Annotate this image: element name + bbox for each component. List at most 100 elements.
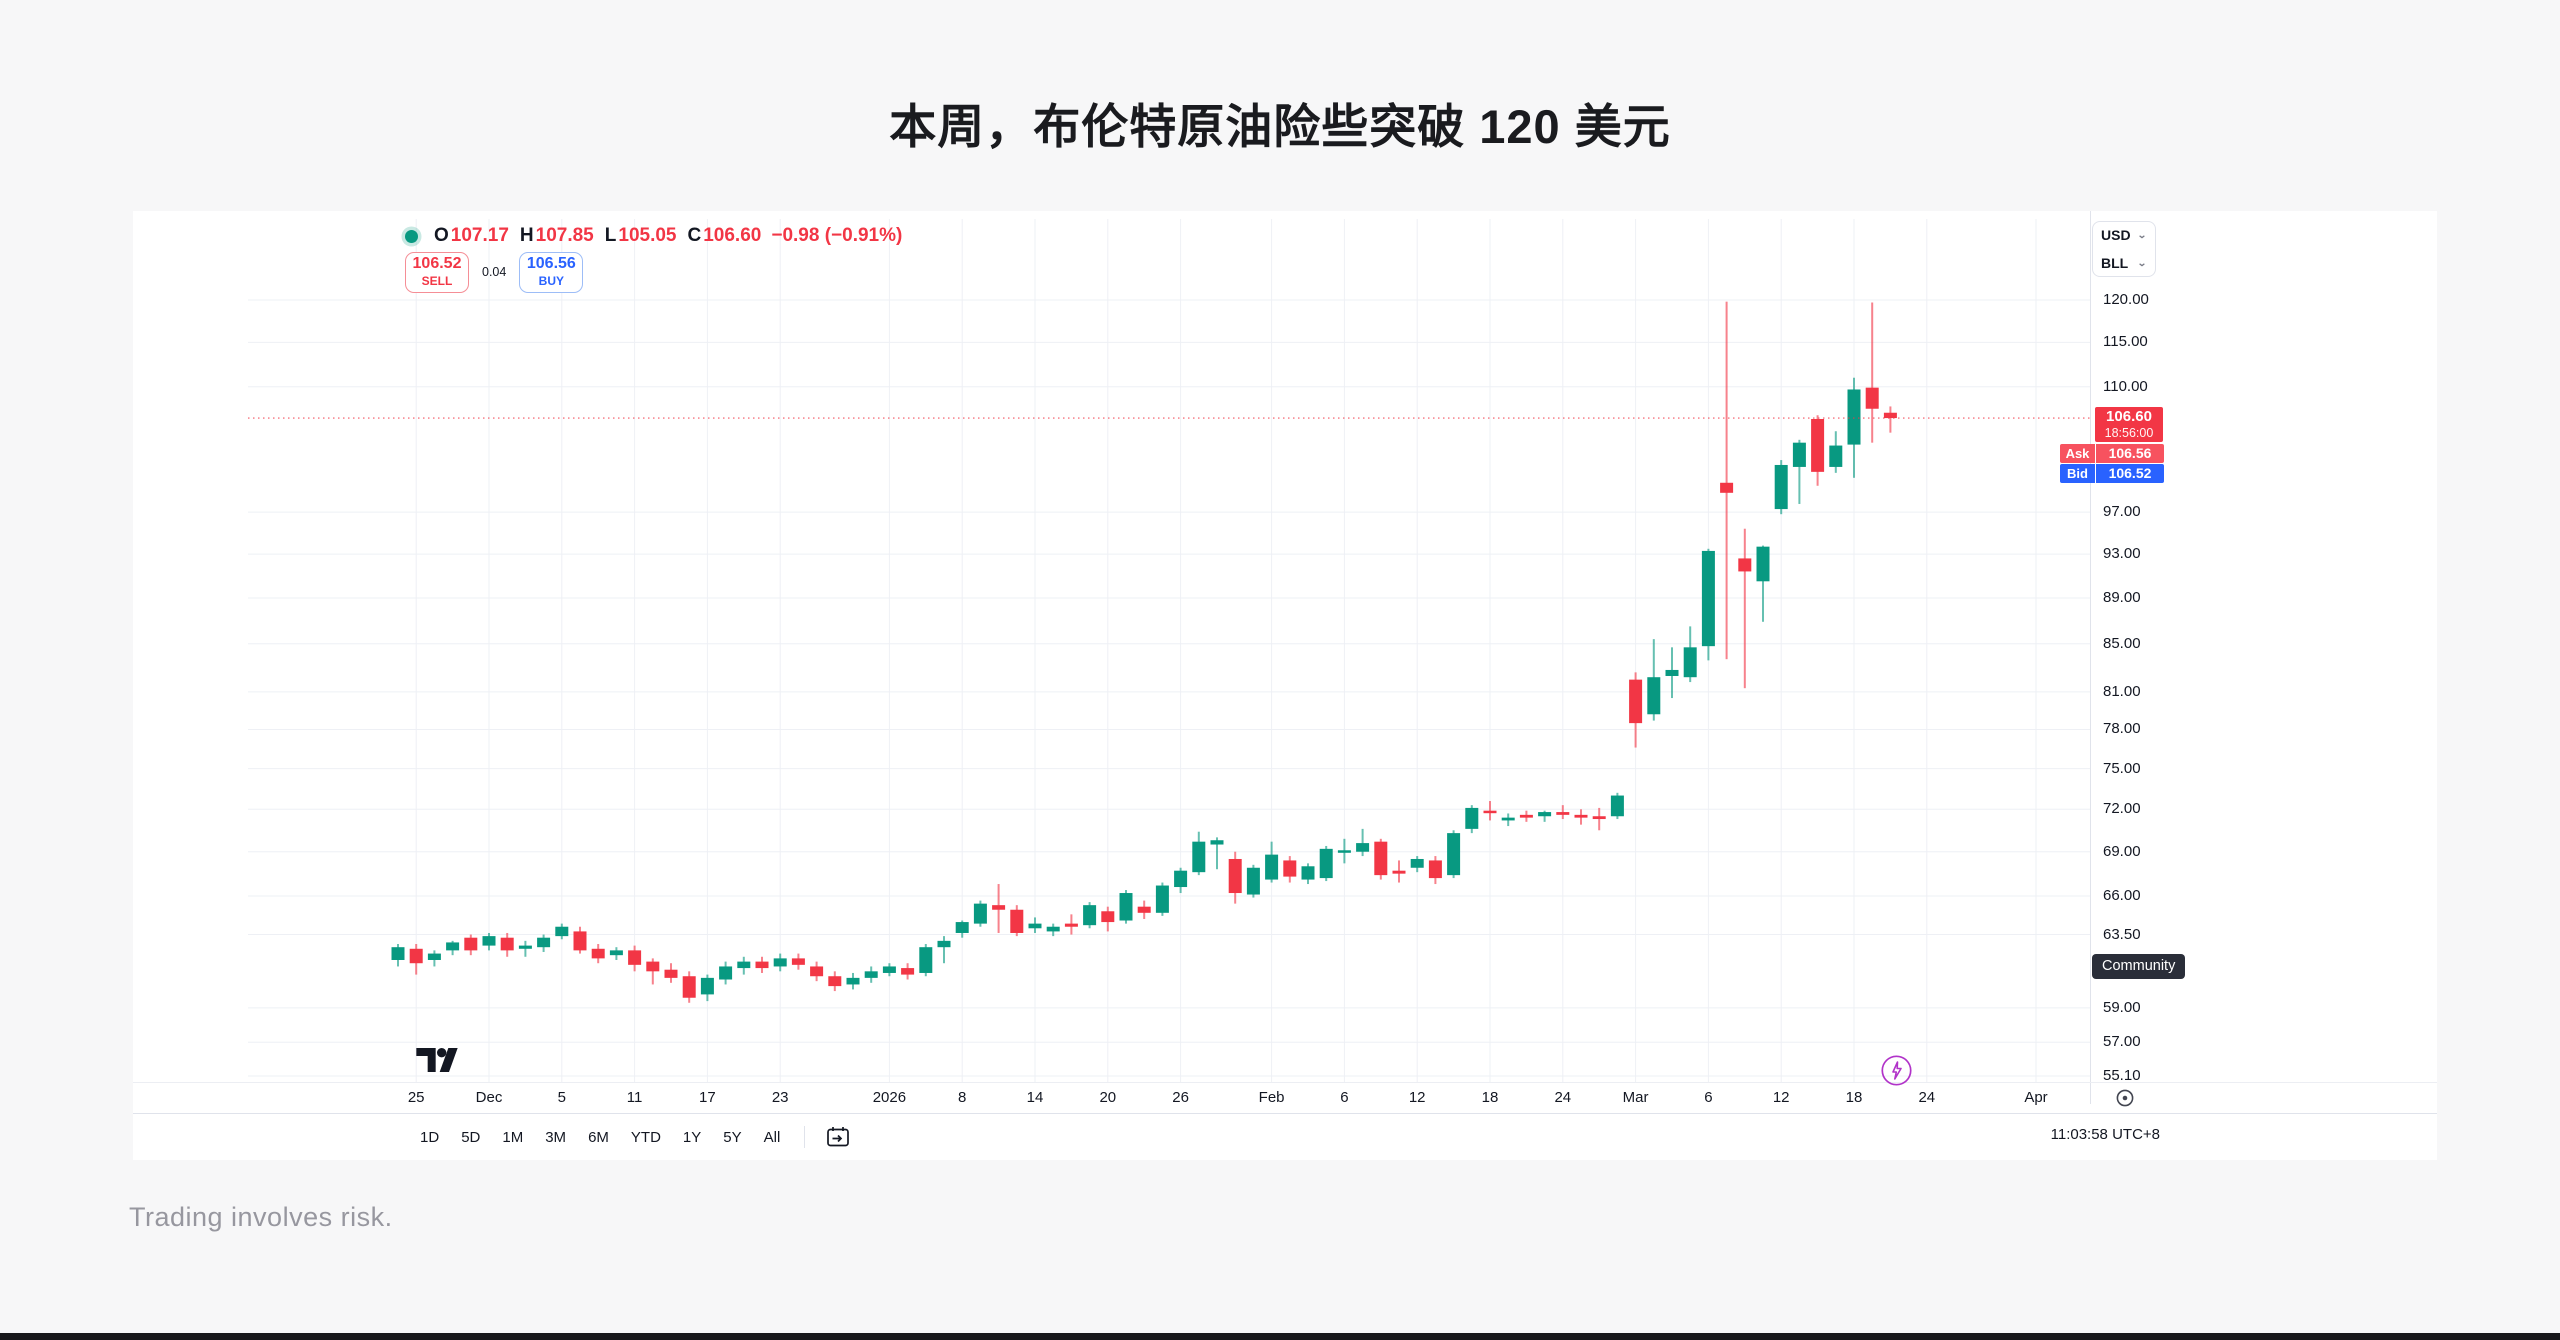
time-axis-label: 18 [1481,1089,1499,1106]
candle-body [810,966,824,977]
range-button-6M[interactable]: 6M [588,1128,609,1146]
candle-body [1811,418,1825,472]
time-axis-label: 24 [1918,1089,1936,1106]
time-axis-label: 26 [1172,1089,1189,1106]
price-tick-label: 66.00 [2103,887,2141,905]
range-button-5D[interactable]: 5D [461,1128,481,1146]
price-axis-border [2090,211,2091,1104]
candle-body [1610,795,1624,817]
sell-label: SELL [421,274,453,289]
candle-body [1465,807,1479,829]
ask-value: 106.56 [2096,444,2164,463]
lightning-icon[interactable] [1880,1054,1913,1087]
range-button-YTD[interactable]: YTD [630,1128,661,1146]
candle-body [1410,858,1424,868]
time-axis-label: 6 [1340,1089,1349,1106]
candlestick-chart-canvas[interactable] [133,211,2090,1082]
candle-body [1665,669,1679,676]
candle-body [1010,909,1024,933]
candle-wick [1762,545,1764,622]
chart-card: O 107.17 H 107.85 L 105.05 C 106.60 −0.9… [133,211,2437,1160]
time-axis-label: Feb [1258,1089,1285,1106]
candle-body [1501,817,1515,821]
time-axis-label: 23 [771,1089,789,1106]
range-button-1M[interactable]: 1M [502,1128,524,1146]
candle-body [700,977,714,995]
symbol-selector: USD ⌄ BLL ⌄ [2092,221,2156,277]
time-axis[interactable]: 25 Dec 5 11 17 23 2026 8 14 20 26 Feb 6 12 18 24 Mar 6 12 1… [133,1083,2090,1113]
candle-body [1301,866,1315,880]
candle-wick [1216,837,1218,870]
candle-body [1647,677,1661,715]
candle-body [1356,843,1370,852]
candle-wick [1361,828,1364,857]
candle-body [1829,445,1843,467]
buy-price: 106.56 [526,255,576,273]
candle-body [628,950,642,965]
unit-dropdown[interactable]: BLL ⌄ [2101,255,2147,271]
currency-dropdown[interactable]: USD ⌄ [2101,227,2147,243]
candle-body [955,922,969,933]
candle-body [1046,926,1060,932]
candle-body [1629,679,1643,724]
ohlc-legend: O 107.17 H 107.85 L 105.05 C 106.60 −0.9… [405,225,902,247]
range-button-3M[interactable]: 3M [545,1128,567,1146]
candle-body [1265,854,1279,880]
time-axis-label: 2026 [872,1089,907,1106]
buy-label: BUY [538,274,565,289]
candle-body [1683,647,1697,678]
range-button-5Y[interactable]: 5Y [723,1128,742,1146]
range-button-1D[interactable]: 1D [420,1128,440,1146]
session-clock[interactable]: 11:03:58 UTC+8 [2050,1126,2160,1143]
candle-wick [651,958,654,985]
candle-body [1392,870,1406,874]
currency-value: USD [2101,227,2131,243]
candle-body [1192,841,1206,873]
candle-body [1210,840,1224,845]
candle-body [1228,858,1242,894]
bid-label: Bid [2060,464,2095,483]
community-badge[interactable]: Community [2092,954,2186,979]
close-value: 106.60 [703,225,762,246]
ask-label: Ask [2060,444,2095,463]
candle-body [1064,923,1078,927]
candle-body [573,931,587,951]
candle-body [919,947,933,973]
range-button-All[interactable]: All [763,1128,781,1146]
time-axis-label: 14 [1026,1089,1044,1106]
candle-body [1447,833,1461,876]
tradingview-logo[interactable] [411,1048,463,1072]
candle-body [409,948,423,964]
range-button-1Y[interactable]: 1Y [682,1128,702,1146]
gear-icon[interactable] [2114,1087,2136,1109]
spread-value: 0.04 [482,265,507,279]
candle-body [1865,387,1879,409]
sell-button[interactable]: 106.52 SELL [405,251,469,293]
time-axis-label: 12 [1408,1089,1426,1106]
time-axis-label: 5 [557,1089,566,1106]
candle-body [773,958,787,967]
candle-body [1574,814,1588,818]
buy-button[interactable]: 106.56 BUY [519,251,584,293]
chevron-down-icon: ⌄ [2136,229,2147,241]
go-to-date-icon[interactable] [825,1125,851,1149]
candle-body [1701,550,1715,647]
candle-body [1483,810,1497,814]
price-axis[interactable]: 120.00 115.00 110.00 97.00 93.00 89.00 85.00 81… [2090,211,2437,1084]
candle-body [719,966,733,980]
bid-price-tag: Bid 106.52 [2060,464,2164,483]
candle-body [1883,412,1897,419]
price-tick-label: 120.00 [2103,291,2149,308]
price-tick-label: 93.00 [2103,545,2141,563]
price-tick-label: 57.00 [2103,1033,2141,1051]
toolbar-divider [804,1126,806,1148]
candle-body [427,953,441,960]
close-label: C [687,225,702,246]
open-label: O [434,225,449,246]
time-axis-label: Dec [475,1089,503,1106]
candle-body [1083,905,1097,926]
candle-body [1756,546,1770,582]
order-panel: 106.52 SELL 0.04 106.56 BUY [405,251,584,293]
candle-body [846,977,860,985]
high-value: 107.85 [535,225,594,246]
